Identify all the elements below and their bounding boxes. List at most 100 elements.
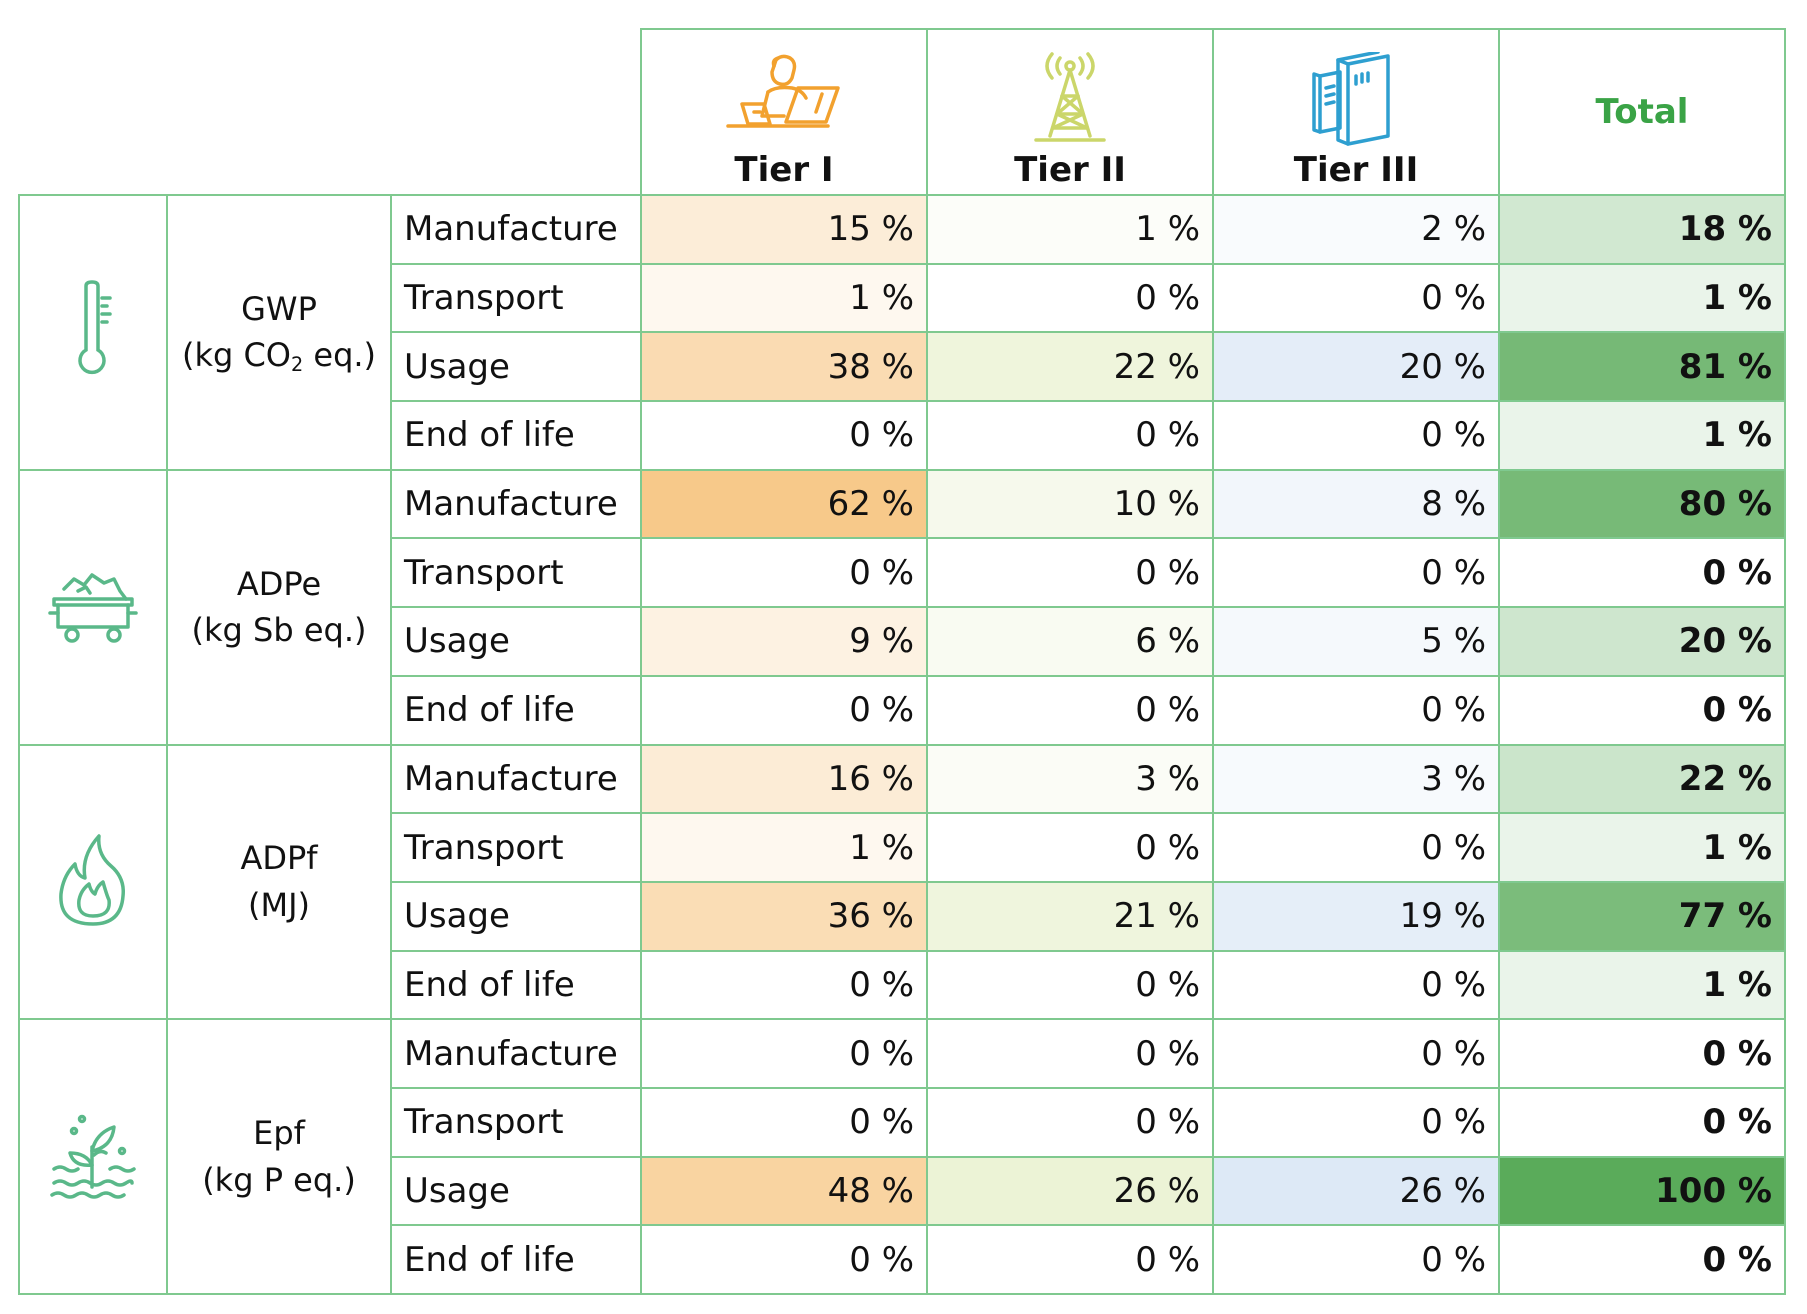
tier-2-value: 22 %: [926, 331, 1214, 403]
tier-1-value: 48 %: [640, 1155, 928, 1227]
total-value: 0 %: [1498, 1018, 1786, 1089]
tier-2-value: 0 %: [926, 812, 1214, 883]
category-unit: (kg Sb eq.): [168, 607, 390, 653]
stage-label: Transport: [390, 1086, 642, 1158]
category-name: GWP: [241, 289, 317, 328]
tier-1-value: 0 %: [640, 949, 928, 1021]
table-row: Transport 1 % 0 % 0 % 1 %: [19, 812, 1786, 883]
category-icon-cell: [18, 468, 168, 746]
total-value: 80 %: [1498, 468, 1786, 540]
table-row: End of life 0 % 0 % 0 % 1 %: [19, 400, 1786, 471]
table-row: Transport 1 % 0 % 0 % 1 %: [19, 262, 1786, 334]
total-value: 22 %: [1498, 743, 1786, 815]
tier-3-value: 26 %: [1212, 1155, 1500, 1227]
category-name-cell: GWP (kg CO2 eq.): [166, 194, 392, 471]
tier-3-value: 0 %: [1212, 537, 1500, 609]
tier-1-value: 9 %: [640, 606, 928, 677]
category-name-cell: Epf (kg P eq.): [166, 1018, 392, 1295]
total-label: Total: [1595, 92, 1689, 132]
tier-2-value: 10 %: [926, 468, 1214, 540]
tier-2-value: 0 %: [926, 1224, 1214, 1295]
total-value: 0 %: [1498, 1086, 1786, 1158]
tier-2-value: 0 %: [926, 1018, 1214, 1089]
table-row: Usage 9 % 6 % 5 % 20 %: [19, 606, 1786, 677]
tier-1-value: 1 %: [640, 262, 928, 334]
tier-3-value: 0 %: [1212, 400, 1500, 471]
stage-label: Usage: [390, 880, 642, 952]
tier-3-value: 0 %: [1212, 949, 1500, 1021]
person-laptop-icon: [726, 54, 840, 128]
table-row: GWP (kg CO2 eq.) Manufacture 15 % 1 % 2 % 18 %: [18, 194, 1786, 471]
tier-2-value: 0 %: [926, 400, 1214, 471]
table-row: Usage 48 % 26 % 26 % 100 %: [19, 1155, 1786, 1227]
impact-table: Tier I Tier II: [18, 28, 1786, 1295]
tier-1-value: 0 %: [640, 1086, 928, 1158]
tier-2-value: 0 %: [926, 1086, 1214, 1158]
tier-1-value: 16 %: [640, 743, 928, 815]
stage-label: End of life: [390, 400, 642, 471]
tier-2-value: 21 %: [926, 880, 1214, 952]
total-value: 1 %: [1498, 812, 1786, 883]
total-value: 1 %: [1498, 400, 1786, 471]
tier-3-header: Tier III: [1212, 28, 1500, 196]
tier-1-value: 0 %: [640, 537, 928, 609]
table-row: Transport 0 % 0 % 0 % 0 %: [19, 537, 1786, 609]
category-name: Epf: [253, 1114, 305, 1153]
tier-1-value: 1 %: [640, 812, 928, 883]
table-row: Transport 0 % 0 % 0 % 0 %: [19, 1086, 1786, 1158]
tier-3-value: 3 %: [1212, 743, 1500, 815]
table-row: Usage 38 % 22 % 20 % 81 %: [19, 331, 1786, 403]
unit-subscript: 2: [290, 353, 304, 377]
unit-suffix: eq.): [303, 336, 377, 375]
total-value: 77 %: [1498, 880, 1786, 952]
tier-2-value: 0 %: [926, 674, 1214, 746]
tier-2-value: 0 %: [926, 537, 1214, 609]
total-value: 1 %: [1498, 949, 1786, 1021]
tier-3-value: 0 %: [1212, 1018, 1500, 1089]
tier-3-value: 0 %: [1212, 812, 1500, 883]
mine-cart-icon: [20, 565, 166, 649]
tier-2-label: Tier II: [1014, 150, 1126, 190]
table-row: End of life 0 % 0 % 0 % 0 %: [19, 1224, 1786, 1295]
table-row: Epf (kg P eq.) Manufacture 0 % 0 % 0 % 0 %: [18, 1018, 1786, 1295]
flame-icon: [20, 832, 166, 932]
total-value: 0 %: [1498, 1224, 1786, 1295]
category-name-cell: ADPf (MJ): [166, 743, 392, 1021]
tier-3-value: 20 %: [1212, 331, 1500, 403]
total-value: 0 %: [1498, 537, 1786, 609]
category-unit: (kg CO2 eq.): [168, 332, 390, 378]
stage-label: End of life: [390, 949, 642, 1021]
table-row: Usage 36 % 21 % 19 % 77 %: [19, 880, 1786, 952]
thermometer-icon: [20, 280, 166, 384]
tier-3-value: 0 %: [1212, 1224, 1500, 1295]
header-blank: [19, 29, 641, 195]
tier-2-value: 0 %: [926, 262, 1214, 334]
table-row: End of life 0 % 0 % 0 % 1 %: [19, 949, 1786, 1021]
stage-label: Manufacture: [390, 743, 642, 815]
total-value: 100 %: [1498, 1155, 1786, 1227]
tier-1-value: 15 %: [640, 194, 928, 265]
stage-label: End of life: [390, 674, 642, 746]
plant-water-icon: [20, 1107, 166, 1207]
tier-1-value: 0 %: [640, 674, 928, 746]
table-row: ADPf (MJ) Manufacture 16 % 3 % 3 % 22 %: [18, 743, 1786, 1021]
unit-text: (kg P eq.): [202, 1160, 356, 1199]
tier-2-value: 6 %: [926, 606, 1214, 677]
tier-2-value: 26 %: [926, 1155, 1214, 1227]
stage-label: Manufacture: [390, 194, 642, 265]
tier-3-value: 0 %: [1212, 1086, 1500, 1158]
tier-2-header: Tier II: [926, 28, 1214, 196]
tier-1-header: Tier I: [640, 28, 928, 196]
table-row: ADPe (kg Sb eq.) Manufacture 62 % 10 % 8 % 80 …: [18, 468, 1786, 746]
stage-label: Usage: [390, 331, 642, 403]
tier-3-value: 2 %: [1212, 194, 1500, 265]
tier-1-label: Tier I: [734, 150, 834, 190]
unit-text: (kg CO: [181, 336, 291, 375]
category-icon-cell: [18, 194, 168, 471]
unit-text: (kg Sb eq.): [191, 611, 367, 650]
tier-2-value: 1 %: [926, 194, 1214, 265]
tier-2-value: 3 %: [926, 743, 1214, 815]
stage-label: Manufacture: [390, 1018, 642, 1089]
tier-3-value: 19 %: [1212, 880, 1500, 952]
tier-3-value: 8 %: [1212, 468, 1500, 540]
